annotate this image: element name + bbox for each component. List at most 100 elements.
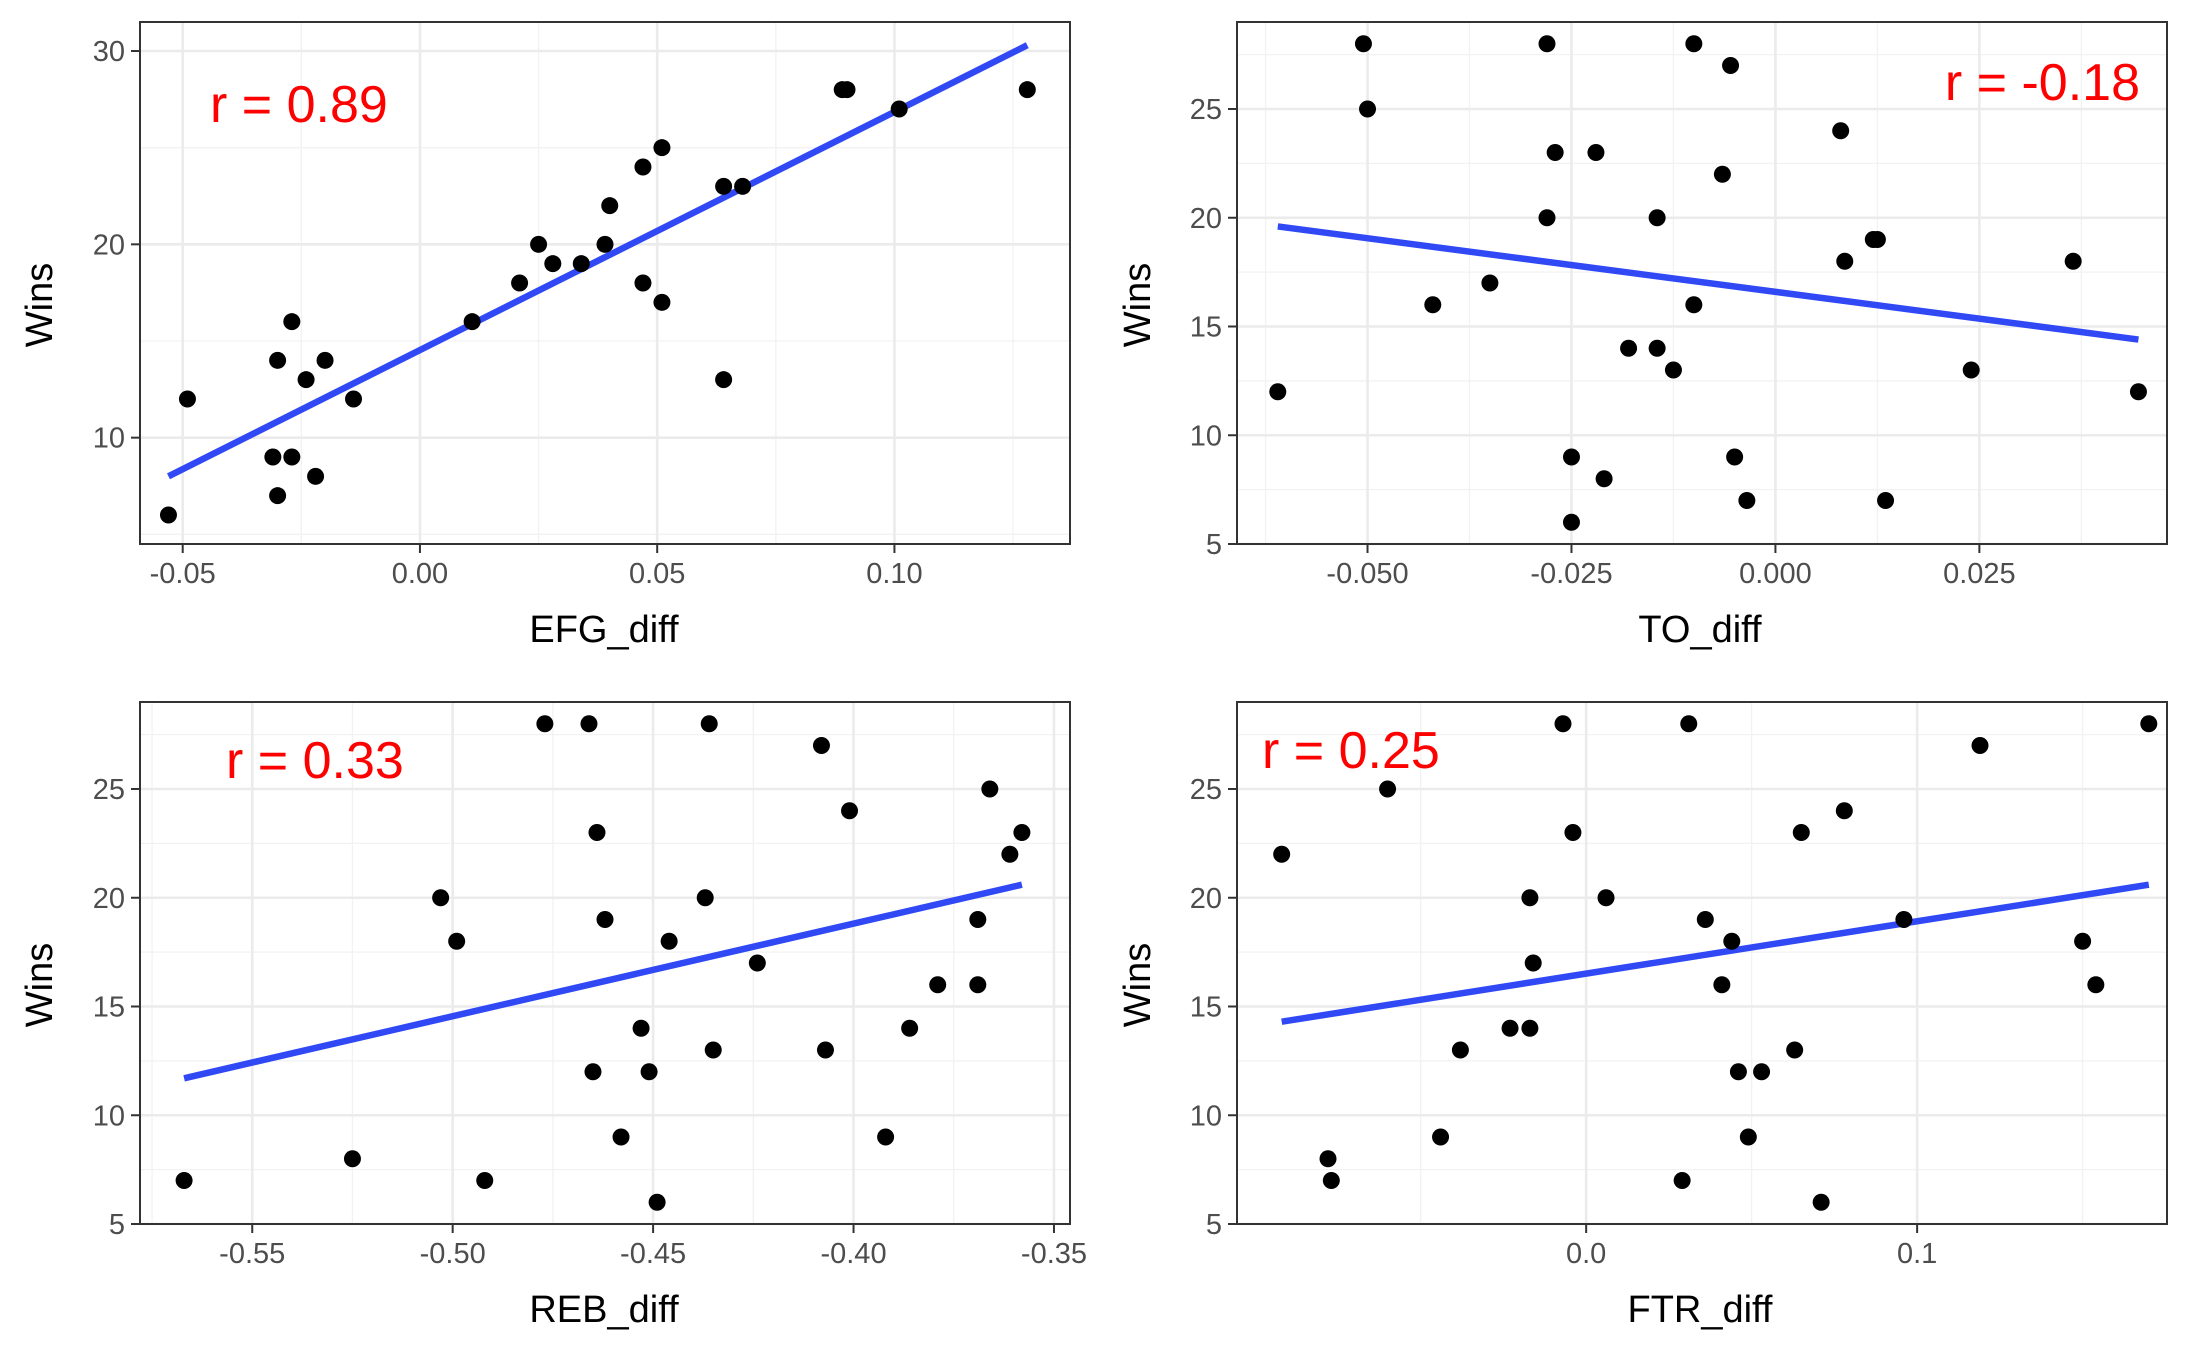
- ftr-diff-data-point: [1713, 976, 1731, 994]
- to-diff-y-tick-label: 10: [1190, 420, 1222, 452]
- ftr-diff-data-point: [1501, 1019, 1519, 1037]
- reb-diff-data-point: [580, 715, 598, 733]
- efg-diff-data-point: [283, 448, 301, 466]
- reb-diff-data-point: [1001, 845, 1019, 863]
- ftr-diff-data-point: [1792, 824, 1810, 841]
- efg-diff-data-point: [572, 255, 590, 273]
- ftr-diff-data-point: [1753, 1063, 1771, 1081]
- ftr-diff-data-point: [1739, 1128, 1757, 1146]
- ftr-diff-data-point: [1696, 911, 1714, 928]
- reb-diff-panel-border: [139, 701, 1071, 1225]
- efg-diff-x-tick-label: -0.05: [150, 558, 216, 590]
- reb-diff-ticks: -0.55 -0.50 -0.45 -0.40 -0.35 5 10 15 20 25: [93, 774, 1087, 1270]
- reb-diff-data-point: [536, 715, 554, 733]
- reb-diff-data-point: [812, 737, 830, 754]
- to-diff-ylabel: Wins: [1117, 263, 1159, 347]
- efg-diff-data-point: [838, 81, 856, 99]
- to-diff-data-point: [1354, 35, 1372, 53]
- efg-diff-data-point: [283, 313, 301, 331]
- reb-diff-x-tick-label: -0.40: [820, 1238, 886, 1270]
- ftr-diff-data-point: [2074, 932, 2092, 950]
- ftr-diff-data-point: [1521, 1019, 1539, 1037]
- to-diff-y-tick-label: 15: [1190, 312, 1222, 344]
- to-diff-data-point: [1962, 361, 1980, 379]
- to-diff-y-tick-label: 5: [1206, 529, 1222, 561]
- to-diff-data-point: [1877, 492, 1895, 509]
- reb-diff-y-tick-label: 5: [109, 1209, 125, 1241]
- reb-diff-y-tick-label: 10: [93, 1100, 125, 1132]
- to-diff-data-point: [1832, 122, 1850, 140]
- reb-diff-data-point: [432, 889, 450, 907]
- to-diff-data-point: [1738, 492, 1756, 509]
- to-diff-panel-border: [1236, 21, 2168, 545]
- efg-diff-y-tick-label: 30: [93, 36, 125, 68]
- to-diff-data-point: [1538, 35, 1556, 53]
- to-diff-data-point: [1836, 252, 1854, 270]
- reb-diff-data-point: [816, 1041, 834, 1059]
- to-diff-data-point: [1595, 470, 1613, 488]
- reb-diff-data-point: [696, 889, 714, 907]
- to-diff-data-point: [1620, 339, 1638, 357]
- ftr-diff-correlation-annotation: r = 0.25: [1262, 722, 1440, 780]
- reb-diff-x-tick-label: -0.35: [1021, 1238, 1087, 1270]
- reb-diff-data-point: [704, 1041, 722, 1059]
- efg-diff-x-tick-label: 0.10: [866, 558, 922, 590]
- efg-diff-data-point: [269, 351, 287, 369]
- ftr-diff-data-point: [1971, 737, 1989, 754]
- ftr-diff-y-tick-label: 15: [1190, 992, 1222, 1024]
- reb-diff-y-tick-label: 15: [93, 992, 125, 1024]
- reb-diff-data-point: [584, 1063, 602, 1081]
- reb-diff-data-point: [929, 976, 947, 994]
- to-diff-y-tick-label: 20: [1190, 203, 1222, 235]
- efg-diff-data-point: [653, 293, 671, 311]
- to-diff-data-point: [1562, 448, 1580, 466]
- to-diff-fit-line: [1277, 223, 2139, 343]
- ftr-diff-y-tick-label: 25: [1190, 774, 1222, 806]
- to-diff-data-point: [1713, 165, 1731, 183]
- ftr-diff-x-tick-label: 0.1: [1897, 1238, 1937, 1270]
- efg-diff-y-tick-label: 20: [93, 229, 125, 261]
- to-diff-data-point: [1648, 339, 1666, 357]
- efg-diff-data-point: [634, 274, 652, 292]
- to-diff-data-point: [1664, 361, 1682, 379]
- to-diff-points: [1269, 35, 2147, 531]
- efg-diff-x-tick-label: 0.00: [392, 558, 448, 590]
- reb-diff-data-point: [901, 1019, 919, 1037]
- ftr-diff-data-point: [1812, 1193, 1830, 1211]
- to-diff-data-point: [1424, 296, 1442, 314]
- reb-diff-data-point: [981, 780, 999, 798]
- ftr-diff-data-point: [1379, 780, 1397, 798]
- reb-diff-data-point: [343, 1150, 361, 1168]
- efg-diff-correlation-annotation: r = 0.89: [210, 76, 388, 134]
- ftr-diff-data-point: [1273, 845, 1291, 863]
- efg-diff-y-tick-label: 10: [93, 423, 125, 455]
- to-diff-x-tick-label: 0.025: [1943, 558, 2016, 590]
- efg-diff-x-tick-label: 0.05: [629, 558, 685, 590]
- ftr-diff-data-point: [1723, 932, 1741, 950]
- reb-diff-points: [175, 715, 1031, 1211]
- ftr-diff-points: [1273, 715, 2158, 1211]
- efg-diff-ticks: -0.05 0.00 0.05 0.10 10 20 30: [93, 36, 923, 590]
- to-diff-data-point: [1685, 35, 1703, 53]
- reb-diff-y-tick-label: 25: [93, 774, 125, 806]
- reb-diff-xlabel: REB_diff: [529, 1289, 679, 1331]
- to-diff-x-tick-label: -0.025: [1530, 558, 1612, 590]
- to-diff-x-tick-label: -0.050: [1326, 558, 1408, 590]
- reb-diff-ylabel: Wins: [19, 943, 61, 1027]
- to-diff-data-point: [1269, 383, 1287, 401]
- efg-diff-data-point: [269, 487, 287, 505]
- efg-diff-data-point: [544, 255, 562, 273]
- reb-diff-panel: Wins REB_diff r = 0.33 -0.55 -0.50 -0.45 -0…: [19, 701, 1087, 1331]
- to-diff-data-point: [1648, 209, 1666, 227]
- to-diff-data-point: [1481, 274, 1499, 292]
- efg-diff-data-point: [316, 351, 334, 369]
- efg-diff-data-point: [634, 158, 652, 176]
- reb-diff-y-tick-label: 20: [93, 883, 125, 915]
- reb-diff-data-point: [648, 1193, 666, 1211]
- ftr-diff-data-point: [1597, 889, 1615, 907]
- ftr-diff-data-point: [2087, 976, 2105, 994]
- reb-diff-data-point: [588, 824, 606, 841]
- to-diff-data-point: [1546, 144, 1564, 161]
- ftr-diff-fit-line: [1281, 881, 2150, 1025]
- efg-diff-data-point: [530, 235, 548, 253]
